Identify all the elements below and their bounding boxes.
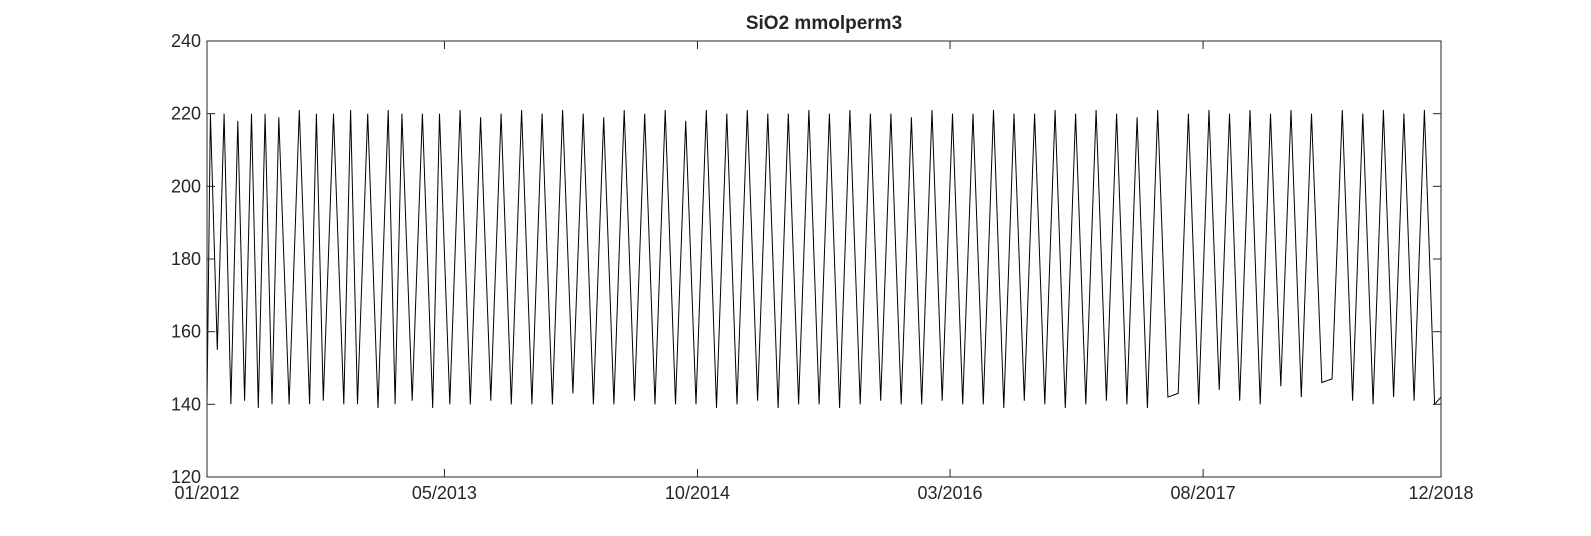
y-tick-label: 140 [171, 394, 201, 414]
plot-frame [206, 40, 1442, 478]
series-layer [206, 109, 1442, 409]
x-tick-label: 05/2013 [412, 483, 477, 503]
x-tick-label: 03/2016 [917, 483, 982, 503]
series-line-0 [206, 109, 1442, 409]
y-tick-label: 120 [171, 467, 201, 487]
y-tick-label: 180 [171, 249, 201, 269]
y-tick-label: 200 [171, 176, 201, 196]
x-tick-label: 12/2018 [1408, 483, 1473, 503]
ticks-layer: 120 140 160 180 200 220 240 01/2012 05/2013 10/20… [171, 31, 1474, 503]
x-tick-label: 08/2017 [1171, 483, 1236, 503]
y-tick-label: 220 [171, 104, 201, 124]
x-tick-label: 10/2014 [665, 483, 730, 503]
chart-title: SiO2 mmolperm3 [746, 13, 902, 34]
y-tick-label: 240 [171, 31, 201, 51]
x-tick-label: 01/2012 [174, 483, 239, 503]
y-tick-label: 160 [171, 322, 201, 342]
